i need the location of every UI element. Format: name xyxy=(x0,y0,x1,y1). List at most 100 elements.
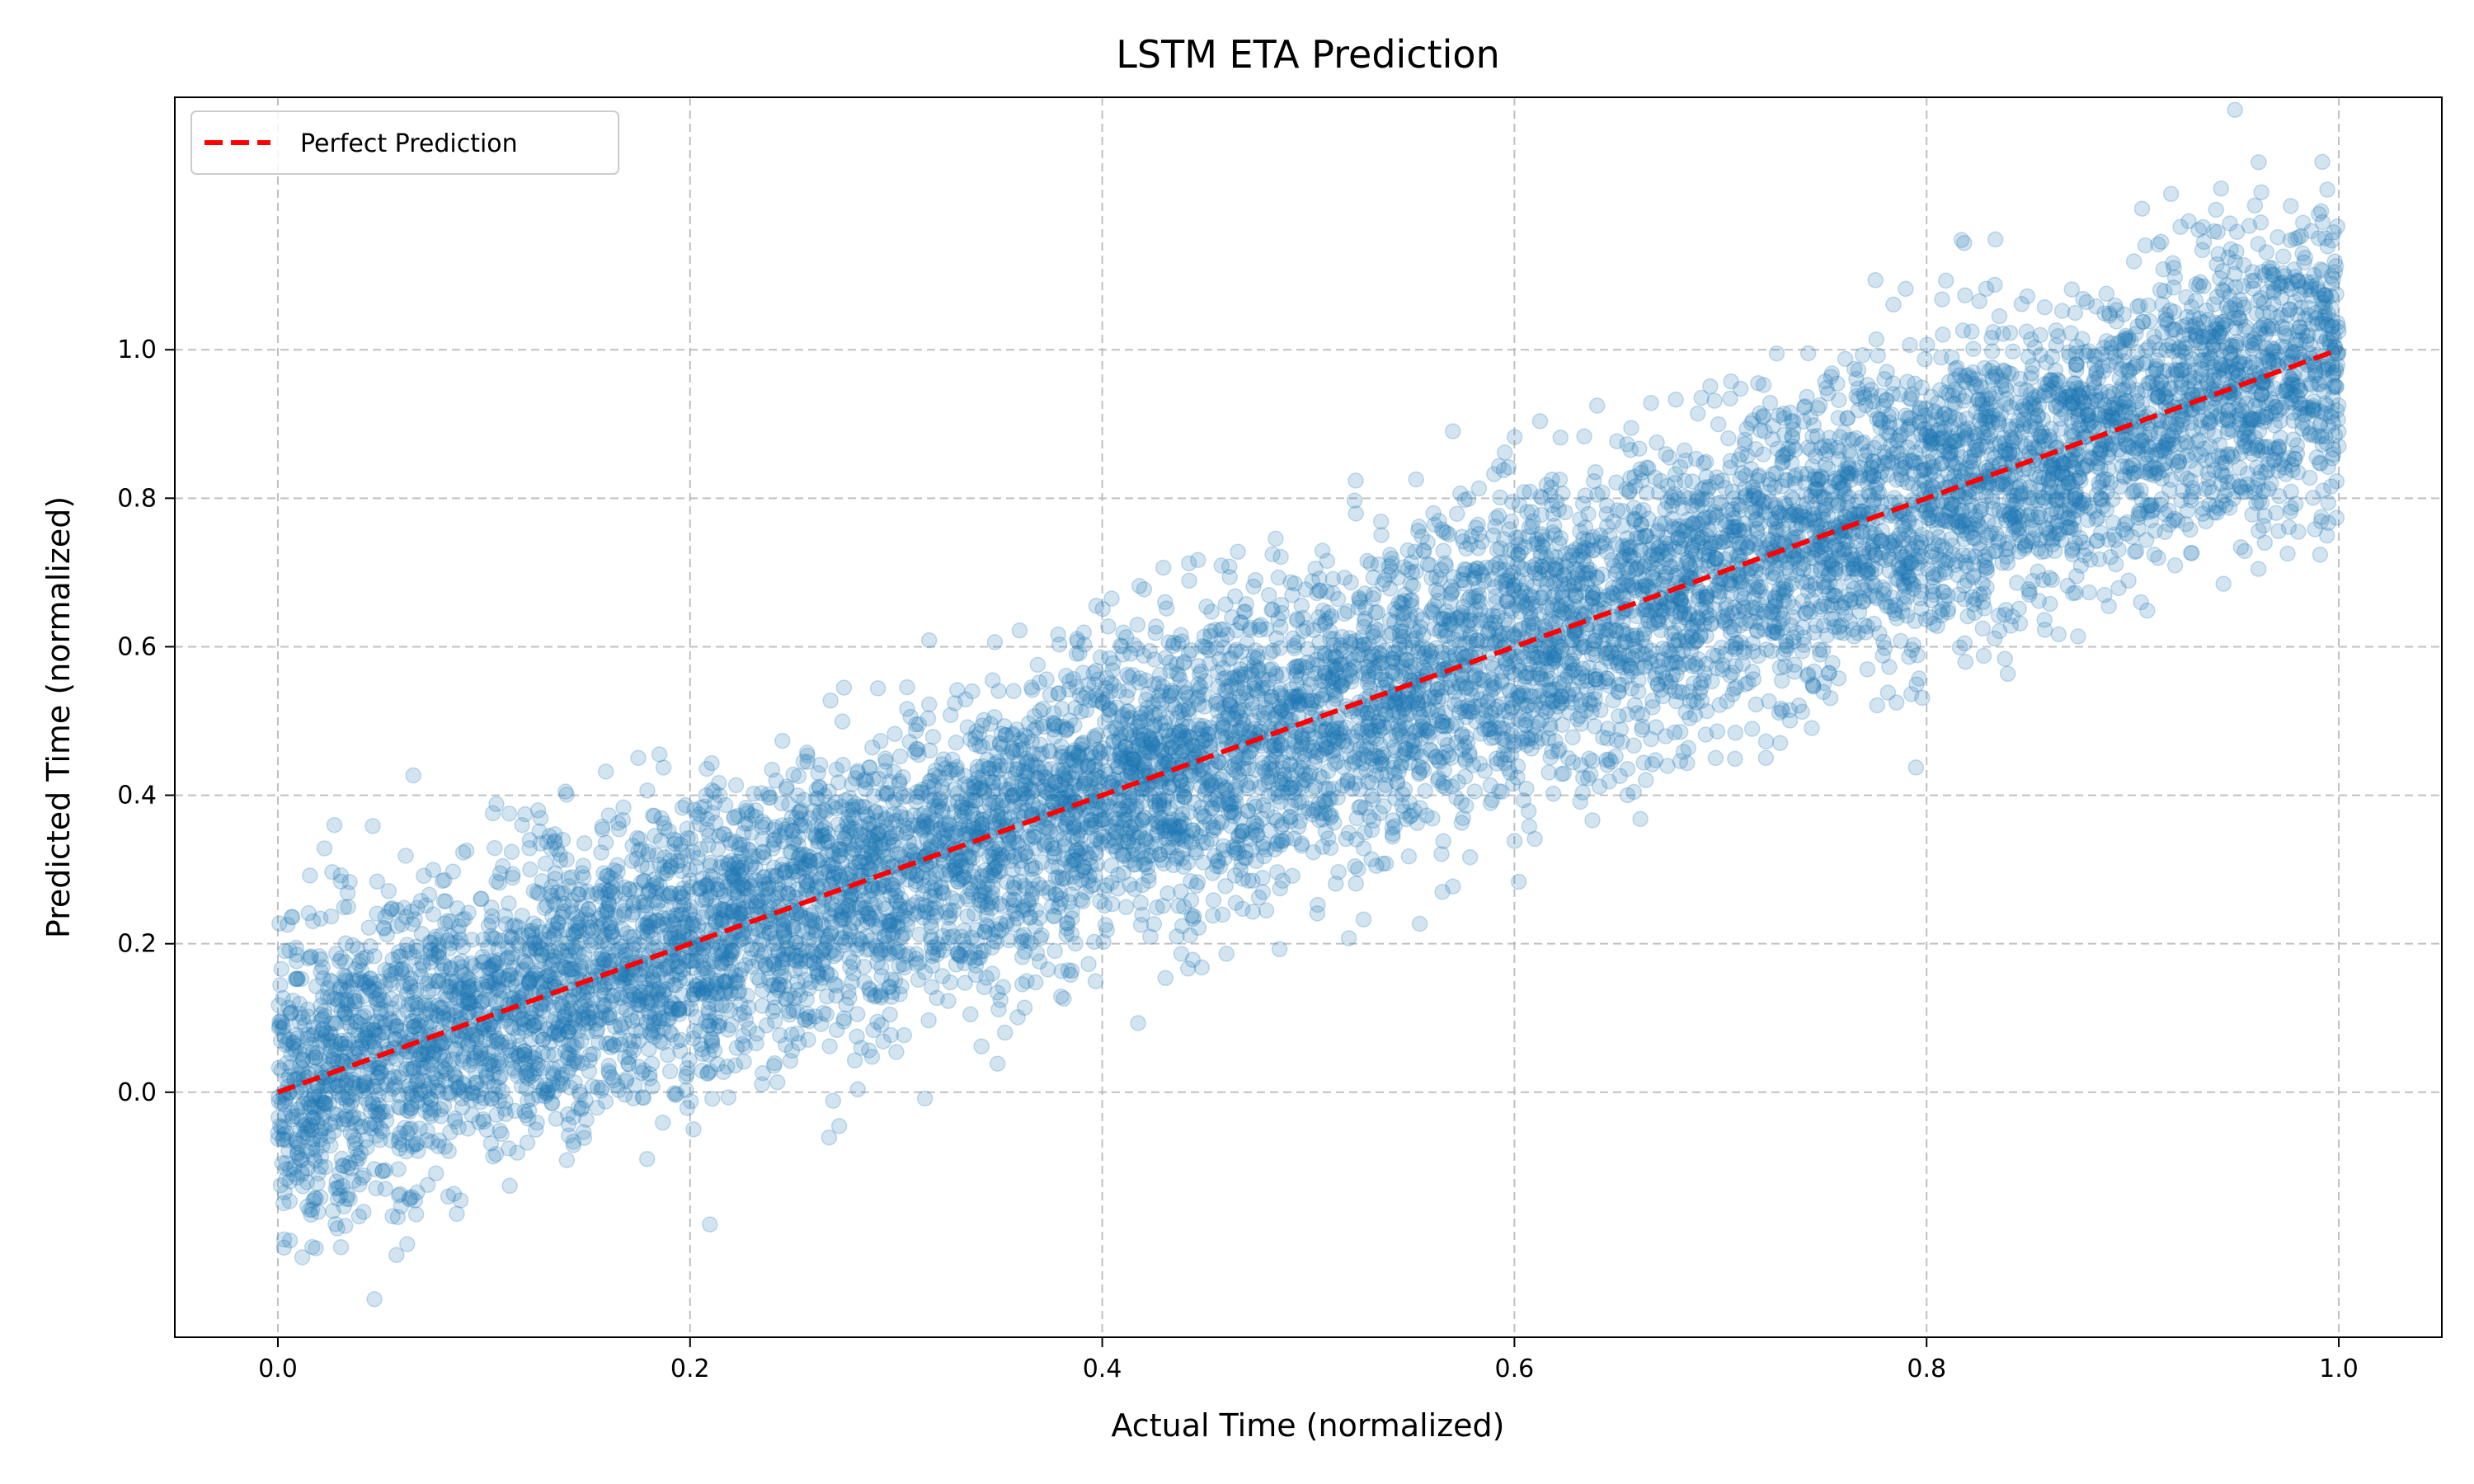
chart-title: LSTM ETA Prediction xyxy=(1116,32,1499,77)
scatter-point xyxy=(487,839,503,857)
scatter-point xyxy=(1169,928,1185,945)
scatter-point xyxy=(1957,654,1974,670)
scatter-point xyxy=(529,884,546,901)
scatter-point xyxy=(1767,498,1785,515)
scatter-point xyxy=(882,1026,900,1044)
scatter-point xyxy=(1869,697,1886,714)
scatter-point xyxy=(1697,599,1714,616)
scatter-point xyxy=(558,1152,576,1168)
scatter-point xyxy=(1854,346,1871,364)
scatter-point xyxy=(834,713,851,730)
scatter-point xyxy=(1768,345,1785,362)
scatter-point xyxy=(2269,351,2285,369)
scatter-point xyxy=(891,748,909,765)
scatter-point xyxy=(1799,466,1816,482)
scatter-point xyxy=(877,763,893,779)
scatter-point xyxy=(1466,783,1484,800)
scatter-points xyxy=(270,101,2347,1308)
scatter-point xyxy=(1731,611,1748,628)
scatter-point xyxy=(1870,347,1886,364)
scatter-point xyxy=(1615,503,1631,519)
scatter-point xyxy=(1839,410,1856,427)
scatter-point xyxy=(322,908,340,925)
scatter-point xyxy=(1431,707,1447,725)
scatter-point xyxy=(1937,272,1954,289)
scatter-point xyxy=(1620,647,1637,664)
scatter-point xyxy=(666,1085,683,1101)
scatter-point xyxy=(353,1038,369,1055)
scatter-point xyxy=(653,810,670,827)
scatter-point xyxy=(1706,392,1723,409)
scatter-point xyxy=(989,1055,1006,1072)
scatter-point xyxy=(1098,922,1115,939)
scatter-point xyxy=(1433,846,1450,862)
scatter-point xyxy=(1417,782,1433,800)
scatter-point xyxy=(2208,201,2224,218)
scatter-point xyxy=(1348,505,1364,522)
scatter-point xyxy=(1936,443,1953,460)
scatter-point xyxy=(1667,466,1684,483)
scatter-point xyxy=(1773,672,1790,689)
scatter-point xyxy=(765,977,783,993)
gridlines xyxy=(175,97,2442,1337)
scatter-point xyxy=(460,1004,477,1021)
scatter-point xyxy=(830,1118,848,1134)
scatter-point xyxy=(849,1028,865,1045)
scatter-point xyxy=(1314,542,1331,559)
scatter-point xyxy=(858,928,875,945)
scatter-point xyxy=(407,1206,425,1223)
scatter-point xyxy=(1584,812,1601,829)
scatter-point xyxy=(1574,784,1592,801)
scatter-point xyxy=(1357,824,1373,841)
scatter-point xyxy=(316,840,333,857)
scatter-point xyxy=(1016,999,1033,1017)
scatter-point xyxy=(2133,481,2149,499)
scatter-point xyxy=(2305,490,2321,506)
scatter-point xyxy=(873,959,890,976)
scatter-point xyxy=(485,1148,501,1165)
scatter-point xyxy=(637,904,654,921)
scatter-point xyxy=(1804,720,1820,736)
scatter-point xyxy=(2290,524,2307,540)
scatter-point xyxy=(2001,325,2019,341)
scatter-point xyxy=(1747,696,1765,713)
scatter-point xyxy=(899,679,915,696)
scatter-point xyxy=(1205,892,1222,909)
scatter-point xyxy=(1757,733,1775,750)
scatter-point xyxy=(1598,752,1615,768)
scatter-point xyxy=(1823,491,1841,509)
scatter-point xyxy=(465,1053,482,1069)
scatter-point xyxy=(835,841,852,858)
scatter-point xyxy=(1898,280,1914,298)
scatter-point xyxy=(1956,531,1973,547)
scatter-point xyxy=(1584,542,1601,559)
scatter-point xyxy=(1511,588,1528,604)
scatter-point xyxy=(645,807,661,824)
scatter-point xyxy=(1305,692,1322,709)
scatter-point xyxy=(1681,710,1698,726)
scatter-point xyxy=(1038,671,1055,688)
scatter-point xyxy=(1545,786,1562,802)
scatter-point xyxy=(703,1031,720,1047)
scatter-point xyxy=(2184,545,2200,561)
scatter-point xyxy=(1136,647,1152,665)
scatter-point xyxy=(1907,759,1925,776)
scatter-point xyxy=(2155,440,2172,457)
scatter-point xyxy=(825,1092,842,1109)
scatter-point xyxy=(1975,647,1992,665)
scatter-point xyxy=(1757,749,1775,767)
scatter-point xyxy=(846,1052,863,1069)
scatter-point xyxy=(380,883,397,899)
scatter-point xyxy=(1148,618,1164,635)
scatter-point xyxy=(1157,970,1174,987)
scatter-point xyxy=(1488,556,1504,573)
scatter-point xyxy=(1087,973,1104,989)
scatter-point xyxy=(1909,646,1926,664)
scatter-point xyxy=(1340,930,1357,946)
scatter-point xyxy=(1907,613,1924,630)
scatter-point xyxy=(1170,898,1187,914)
scatter-point xyxy=(889,894,905,911)
scatter-point xyxy=(916,1090,934,1107)
scatter-point xyxy=(2294,214,2312,231)
